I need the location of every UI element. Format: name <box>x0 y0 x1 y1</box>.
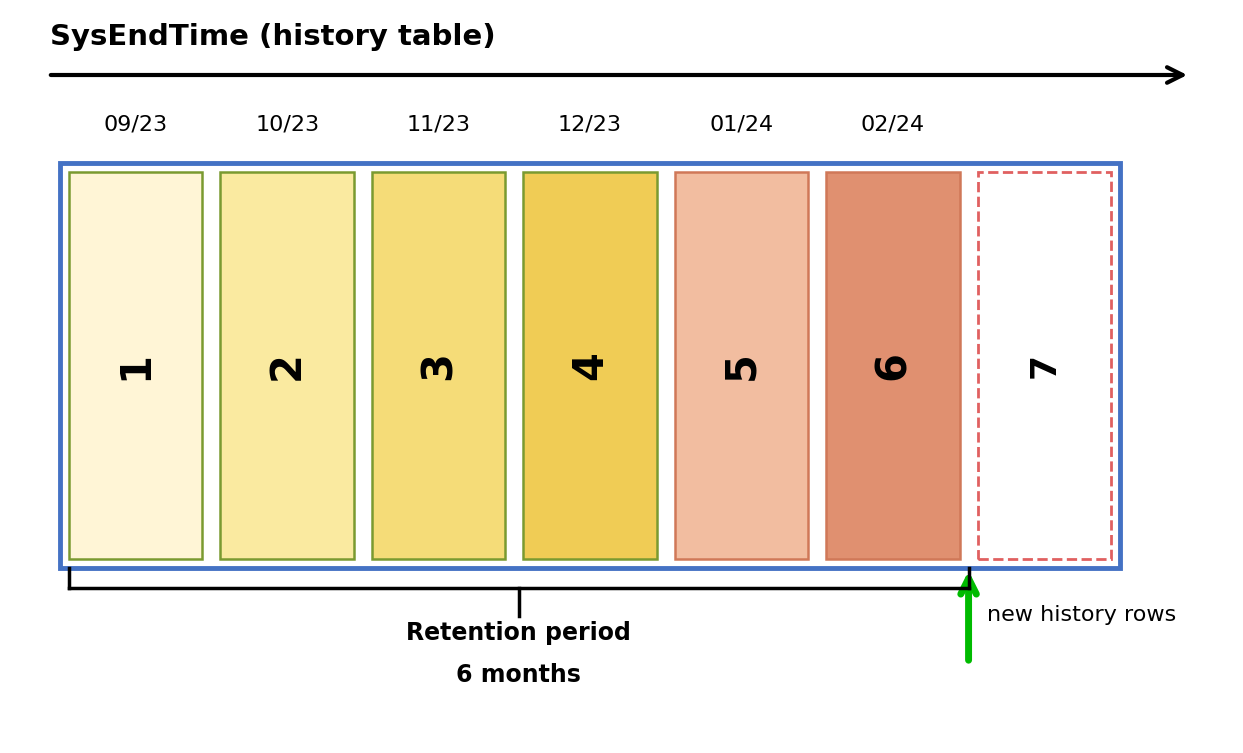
Bar <box>372 172 506 559</box>
Text: new history rows: new history rows <box>987 605 1176 625</box>
Bar <box>523 172 656 559</box>
Bar <box>675 172 808 559</box>
Text: Retention period: Retention period <box>406 621 631 645</box>
Text: 4: 4 <box>569 351 612 380</box>
Text: 5: 5 <box>721 351 762 380</box>
Bar <box>220 172 354 559</box>
Text: 6 months: 6 months <box>456 663 582 687</box>
Text: 11/23: 11/23 <box>406 115 471 135</box>
Text: 1: 1 <box>114 351 157 380</box>
Text: SysEndTime (history table): SysEndTime (history table) <box>50 23 496 51</box>
Bar <box>60 163 1120 568</box>
Bar <box>70 172 203 559</box>
Text: 12/23: 12/23 <box>558 115 622 135</box>
Text: 02/24: 02/24 <box>861 115 925 135</box>
Text: 6: 6 <box>871 351 914 380</box>
Text: 7: 7 <box>1027 353 1062 378</box>
Bar <box>827 172 960 559</box>
Bar <box>977 172 1111 559</box>
Text: 3: 3 <box>418 351 460 380</box>
Text: 10/23: 10/23 <box>255 115 319 135</box>
Text: 09/23: 09/23 <box>103 115 168 135</box>
Text: 01/24: 01/24 <box>710 115 773 135</box>
Text: 2: 2 <box>266 351 308 380</box>
